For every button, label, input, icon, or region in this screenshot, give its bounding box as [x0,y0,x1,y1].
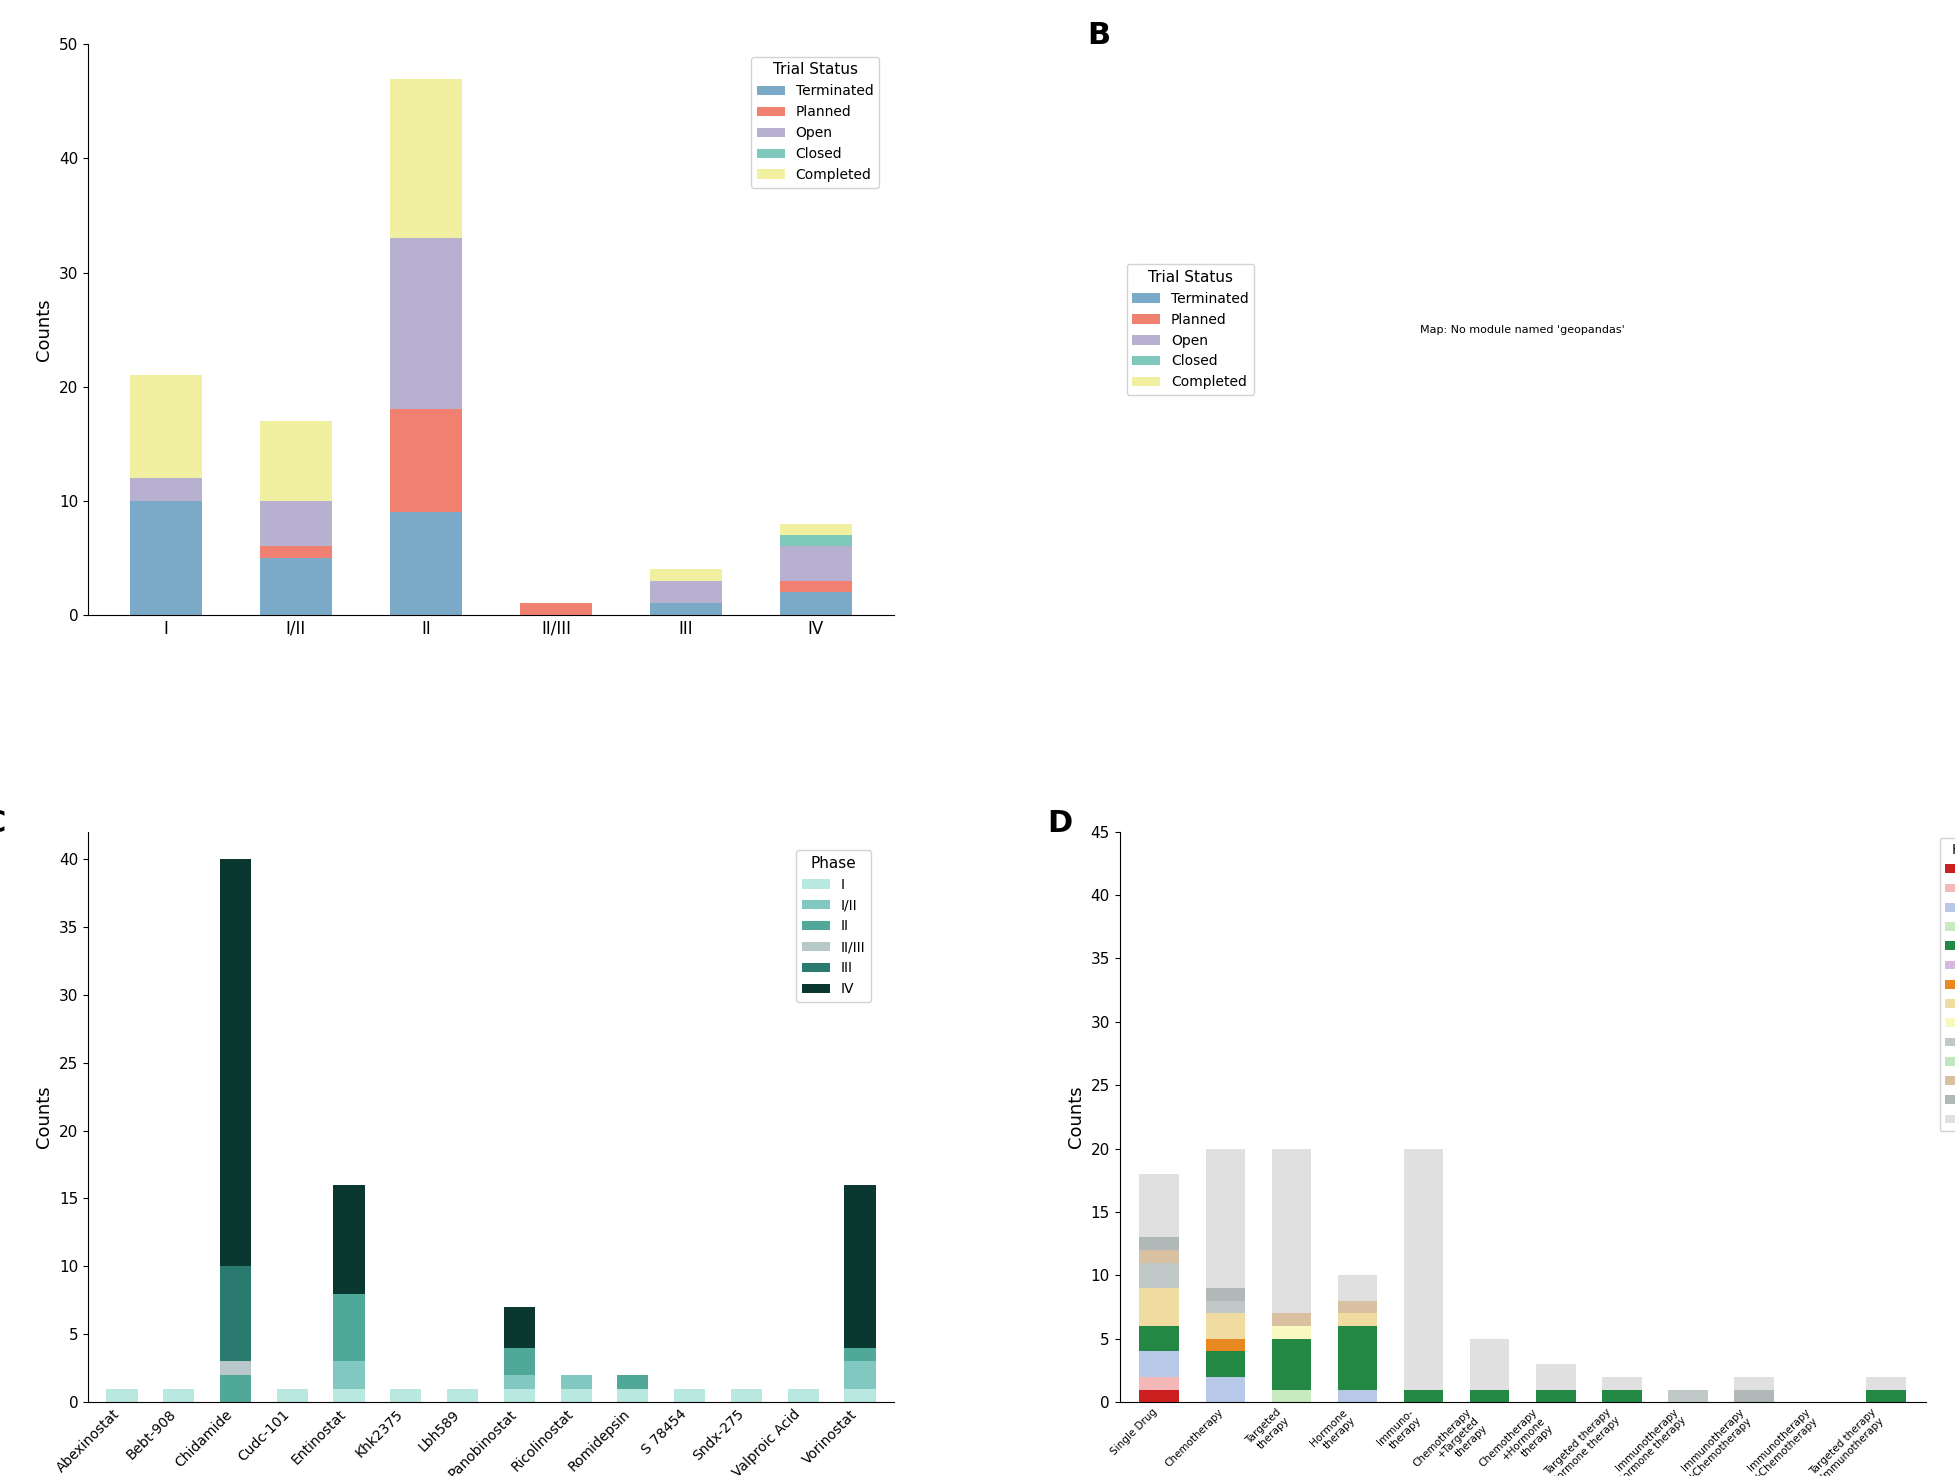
Bar [1668,1389,1707,1402]
Bar [1140,1237,1179,1250]
Bar [780,592,852,615]
Bar [221,1266,250,1361]
Bar [260,546,332,558]
Bar [1206,1377,1245,1402]
Bar [780,534,852,546]
Bar [618,1376,649,1389]
Bar [1337,1275,1378,1300]
Bar [504,1389,536,1402]
Text: B: B [1087,22,1110,50]
Bar [1601,1377,1642,1389]
Bar [334,1389,366,1402]
Bar [561,1389,592,1402]
Bar [1140,1173,1179,1237]
Y-axis label: Counts: Counts [35,1086,53,1148]
Bar [1271,1339,1312,1389]
Bar [1140,1263,1179,1289]
Bar [221,1376,250,1402]
Bar [1206,1314,1245,1339]
Bar [504,1348,536,1376]
Bar [1470,1339,1509,1389]
Bar [1140,1289,1179,1325]
Bar [520,604,592,615]
Bar [788,1389,819,1402]
Bar [106,1389,137,1402]
Bar [561,1376,592,1389]
Bar [1337,1314,1378,1325]
Bar [731,1389,762,1402]
Bar [651,570,721,580]
Bar [1404,1389,1443,1402]
Text: D: D [1048,809,1073,838]
Bar [1271,1325,1312,1339]
Bar [1271,1148,1312,1314]
Bar [391,512,461,615]
Bar [131,500,201,615]
Bar [260,558,332,615]
Bar [131,375,201,478]
Bar [1470,1389,1509,1402]
Legend: Abexinostat, Bebt-908, Chidamide, Cudc-101, Entinostat, Khk2375, Lbh589, Panobin: Abexinostat, Bebt-908, Chidamide, Cudc-1… [1939,838,1955,1132]
Bar [448,1389,479,1402]
Bar [278,1389,309,1402]
Bar [780,524,852,534]
Bar [1271,1389,1312,1402]
Bar [391,238,461,409]
Y-axis label: Counts: Counts [35,298,53,360]
Bar [221,859,250,1266]
Legend: Terminated, Planned, Open, Closed, Completed: Terminated, Planned, Open, Closed, Compl… [1126,264,1255,396]
Bar [1867,1377,1906,1389]
Bar [1140,1325,1179,1352]
Bar [780,546,852,580]
Bar [334,1185,366,1293]
Bar [845,1389,876,1402]
Bar [221,1361,250,1376]
Bar [391,78,461,238]
Legend: I, I/II, II, II/III, III, IV: I, I/II, II, II/III, III, IV [796,850,870,1002]
Bar [1140,1389,1179,1402]
Bar [162,1389,194,1402]
Y-axis label: Counts: Counts [1067,1086,1085,1148]
Bar [1140,1250,1179,1263]
Bar [260,421,332,500]
Bar [1734,1377,1773,1389]
Bar [1140,1352,1179,1377]
Bar [504,1376,536,1389]
Bar [1206,1289,1245,1300]
Bar [1140,1377,1179,1389]
Bar [674,1389,706,1402]
Text: C: C [0,809,6,838]
Bar [618,1389,649,1402]
Bar [1337,1389,1378,1402]
Bar [504,1308,536,1348]
Bar [1206,1339,1245,1352]
Bar [391,409,461,512]
Bar [1206,1352,1245,1377]
Bar [1601,1389,1642,1402]
Legend: Terminated, Planned, Open, Closed, Completed: Terminated, Planned, Open, Closed, Compl… [751,58,880,187]
Bar [1337,1300,1378,1314]
Bar [1537,1364,1576,1389]
Bar [651,580,721,604]
Bar [1337,1325,1378,1389]
Bar [780,580,852,592]
Bar [1404,1148,1443,1389]
Bar [845,1348,876,1361]
Bar [651,604,721,615]
Bar [334,1293,366,1361]
Bar [1537,1389,1576,1402]
Bar [1867,1389,1906,1402]
Bar [334,1361,366,1389]
Text: Map: No module named 'geopandas': Map: No module named 'geopandas' [1419,325,1625,335]
Bar [1206,1148,1245,1289]
Bar [845,1361,876,1389]
Bar [1734,1389,1773,1402]
Bar [1271,1314,1312,1325]
Bar [1206,1300,1245,1314]
Bar [391,1389,422,1402]
Bar [260,500,332,546]
Bar [845,1185,876,1348]
Bar [131,478,201,500]
